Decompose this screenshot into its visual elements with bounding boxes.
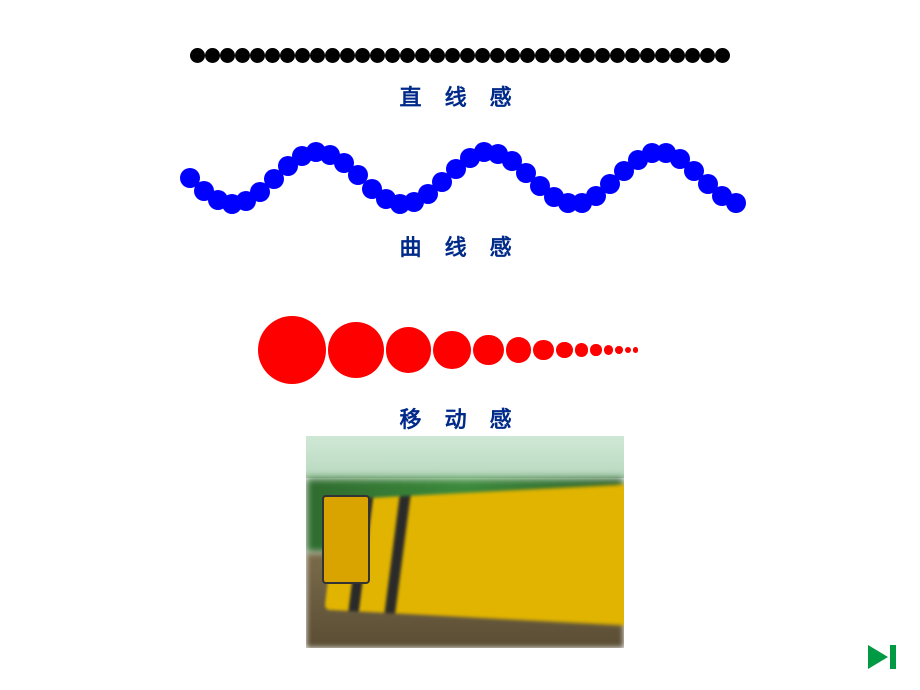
- straight-dot: [325, 48, 340, 63]
- straight-dot: [610, 48, 625, 63]
- motion-dot: [556, 342, 573, 359]
- straight-dot: [685, 48, 700, 63]
- straight-dot: [340, 48, 355, 63]
- motion-dot: [258, 316, 326, 384]
- motion-dot: [604, 345, 613, 354]
- straight-dot: [400, 48, 415, 63]
- straight-dot: [385, 48, 400, 63]
- straight-dot: [700, 48, 715, 63]
- straight-dot: [415, 48, 430, 63]
- straight-dot: [625, 48, 640, 63]
- straight-dot: [640, 48, 655, 63]
- straight-dot: [445, 48, 460, 63]
- straight-dot: [250, 48, 265, 63]
- straight-dot: [715, 48, 730, 63]
- motion-dot: [625, 347, 631, 353]
- motion-dot: [386, 327, 432, 373]
- straight-dot: [670, 48, 685, 63]
- straight-dot: [310, 48, 325, 63]
- straight-dot: [490, 48, 505, 63]
- straight-dot: [355, 48, 370, 63]
- straight-dot: [295, 48, 310, 63]
- straight-dot: [460, 48, 475, 63]
- straight-dot: [655, 48, 670, 63]
- straight-line-label: 直 线 感: [0, 80, 920, 112]
- motion-dot: [328, 322, 384, 378]
- straight-dot: [190, 48, 205, 63]
- straight-dot: [475, 48, 490, 63]
- next-slide-button[interactable]: [866, 643, 900, 676]
- straight-dot: [235, 48, 250, 63]
- motion-dot: [506, 337, 531, 362]
- straight-dot: [370, 48, 385, 63]
- straight-dot: [265, 48, 280, 63]
- motion-dot: [615, 346, 623, 354]
- motion-dot: [473, 335, 504, 366]
- straight-dot: [220, 48, 235, 63]
- straight-dot: [565, 48, 580, 63]
- straight-line-dots: [0, 48, 920, 63]
- curve-label: 曲 线 感: [0, 230, 920, 262]
- straight-dot: [505, 48, 520, 63]
- curve-dot: [726, 193, 746, 213]
- motion-dot: [633, 347, 638, 352]
- straight-dot: [535, 48, 550, 63]
- straight-dot: [595, 48, 610, 63]
- motion-dot: [590, 344, 601, 355]
- straight-dot: [205, 48, 220, 63]
- motion-label: 移 动 感: [0, 402, 920, 434]
- straight-dot: [430, 48, 445, 63]
- motion-dot: [575, 343, 589, 357]
- straight-dot: [580, 48, 595, 63]
- play-icon: [866, 643, 900, 671]
- motion-dot: [533, 340, 554, 361]
- straight-dot: [520, 48, 535, 63]
- straight-dot: [550, 48, 565, 63]
- motion-dot: [433, 331, 470, 368]
- straight-dot: [280, 48, 295, 63]
- train-photo: [306, 436, 624, 648]
